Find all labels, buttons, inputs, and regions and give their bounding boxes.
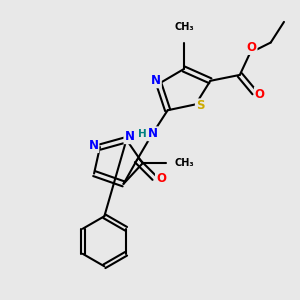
Text: S: S bbox=[196, 99, 204, 112]
Text: CH₃: CH₃ bbox=[174, 158, 194, 168]
Text: O: O bbox=[156, 172, 166, 185]
Text: CH₃: CH₃ bbox=[175, 22, 194, 32]
Text: O: O bbox=[247, 41, 256, 54]
Text: N: N bbox=[124, 130, 134, 143]
Text: H: H bbox=[138, 129, 146, 139]
Text: N: N bbox=[148, 127, 158, 140]
Text: N: N bbox=[151, 74, 161, 87]
Text: N: N bbox=[88, 139, 98, 152]
Text: O: O bbox=[255, 88, 265, 100]
